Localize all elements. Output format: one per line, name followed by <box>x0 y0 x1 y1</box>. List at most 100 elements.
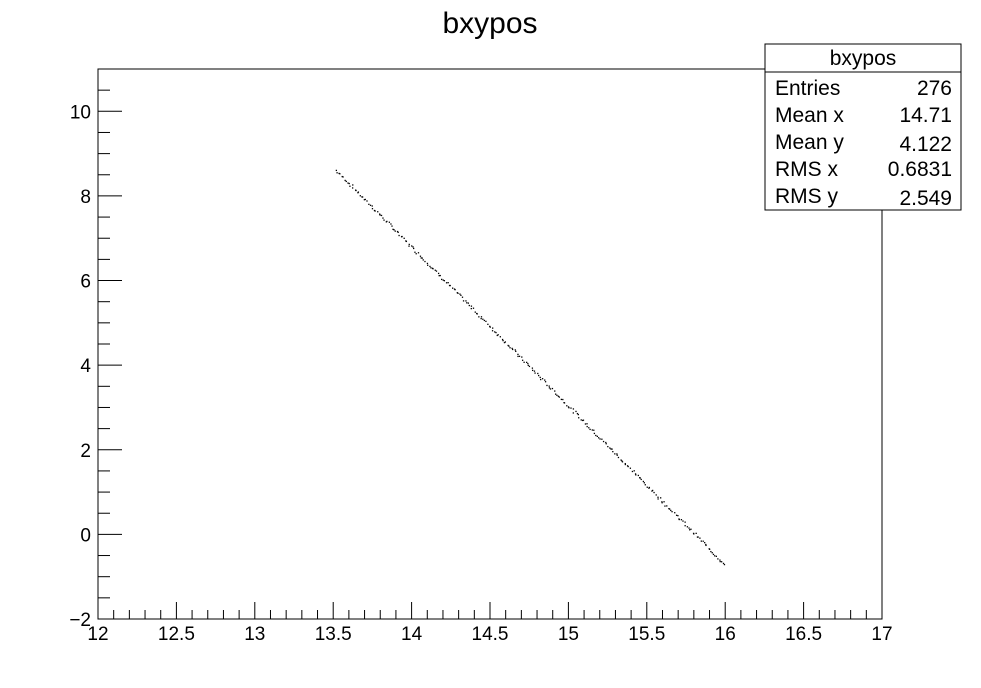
data-point <box>523 361 525 363</box>
data-point <box>549 388 552 390</box>
data-point <box>521 359 524 361</box>
data-point <box>661 501 663 503</box>
data-point <box>575 410 577 413</box>
data-point <box>674 512 676 514</box>
stats-row-value: 14.71 <box>899 104 952 127</box>
data-point <box>439 274 441 277</box>
data-point <box>682 520 684 522</box>
y-axis: −2 0 2 4 6 8 10 <box>69 68 122 631</box>
data-point <box>551 387 554 390</box>
data-point <box>537 372 539 375</box>
data-point <box>624 462 626 465</box>
data-point <box>528 365 531 368</box>
data-point <box>338 172 340 175</box>
data-point <box>661 502 663 504</box>
data-point <box>677 515 679 517</box>
data-point <box>341 175 343 178</box>
data-point <box>503 341 506 344</box>
data-point <box>374 210 376 212</box>
data-point <box>467 302 470 304</box>
data-point <box>708 548 711 550</box>
data-point <box>379 213 381 215</box>
data-point <box>412 246 414 248</box>
data-point <box>504 341 507 343</box>
data-point <box>517 353 519 356</box>
data-point <box>612 450 614 453</box>
stats-row-label: RMS y <box>775 185 839 208</box>
data-point <box>480 317 482 320</box>
data-point <box>605 443 607 445</box>
data-point <box>643 482 646 484</box>
data-point <box>620 459 622 461</box>
data-point <box>369 204 372 206</box>
data-point <box>474 311 476 313</box>
data-point <box>373 209 376 212</box>
data-point <box>556 394 558 396</box>
data-point <box>697 536 699 538</box>
data-point <box>449 284 451 287</box>
data-point <box>626 465 629 467</box>
x-tick-label: 15 <box>558 624 579 645</box>
stats-row-value: 2.549 <box>899 187 952 210</box>
stats-row-label: Mean x <box>775 104 844 127</box>
data-point <box>610 448 612 450</box>
data-point <box>629 467 632 469</box>
data-point <box>533 370 536 372</box>
data-point <box>501 338 504 341</box>
data-point <box>459 293 461 295</box>
data-point <box>631 470 634 473</box>
data-point <box>335 169 338 172</box>
data-point <box>426 262 429 265</box>
data-point <box>593 429 595 431</box>
data-point <box>462 300 465 302</box>
data-point <box>521 356 523 358</box>
x-tick-label: 12.5 <box>158 624 195 645</box>
data-point <box>379 214 381 216</box>
data-point <box>572 408 575 410</box>
data-point <box>394 230 396 232</box>
data-point <box>485 320 487 323</box>
data-point <box>582 419 584 422</box>
data-point <box>719 559 721 561</box>
data-point <box>349 185 351 187</box>
data-point <box>347 182 349 184</box>
data-point <box>430 267 432 269</box>
data-point <box>397 231 399 233</box>
data-point <box>526 361 528 364</box>
data-point <box>609 447 611 449</box>
data-point <box>660 497 662 499</box>
data-point <box>578 417 580 419</box>
x-tick-label: 13.5 <box>315 624 352 645</box>
data-point <box>712 553 715 556</box>
data-point <box>388 221 391 223</box>
data-point <box>336 172 338 174</box>
data-point <box>422 259 424 261</box>
data-point <box>447 282 449 284</box>
data-point <box>648 487 650 489</box>
data-point <box>496 334 498 337</box>
data-point <box>377 211 379 213</box>
data-point <box>690 528 692 530</box>
data-point <box>666 505 668 507</box>
data-point <box>566 405 568 407</box>
data-point <box>605 441 607 444</box>
data-point <box>470 305 473 307</box>
data-point <box>345 180 347 183</box>
data-point <box>355 189 357 192</box>
data-point <box>617 456 620 459</box>
data-point <box>491 330 494 332</box>
y-tick-label: 8 <box>80 187 91 208</box>
data-point <box>534 372 536 374</box>
data-point <box>544 379 546 381</box>
data-point <box>465 300 467 302</box>
stats-box: bxypos Entries 276 Mean x 14.71 Mean y 4.122 R… <box>764 43 962 211</box>
data-point <box>664 505 666 507</box>
data-point <box>417 252 420 254</box>
data-point <box>492 327 494 329</box>
data-point <box>616 454 618 456</box>
data-point <box>663 501 665 503</box>
data-point <box>366 200 368 202</box>
data-point <box>339 173 341 175</box>
data-point <box>396 230 399 233</box>
